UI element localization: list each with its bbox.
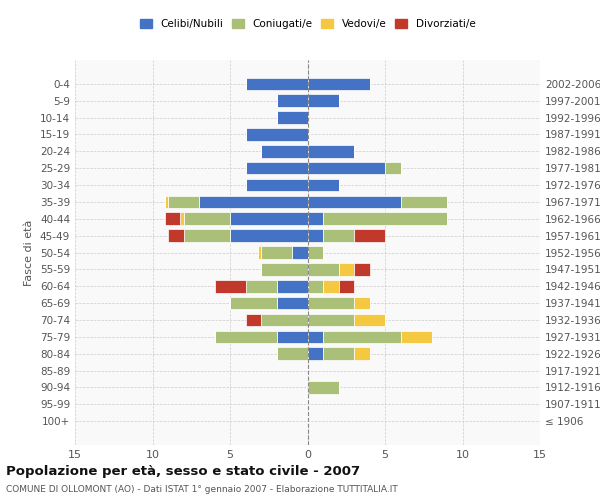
Bar [184,212,230,225]
Bar [277,280,308,292]
Bar [308,178,338,192]
Bar [323,330,401,343]
Bar [245,78,308,90]
Bar [215,280,245,292]
Bar [354,314,385,326]
Bar [277,297,308,310]
Bar [215,330,277,343]
Bar [245,178,308,192]
Bar [308,230,323,242]
Bar [308,162,385,174]
Bar [165,196,168,208]
Bar [338,280,354,292]
Bar [308,212,323,225]
Y-axis label: Anni di nascita: Anni di nascita [597,211,600,294]
Legend: Celibi/Nubili, Coniugati/e, Vedovi/e, Divorziati/e: Celibi/Nubili, Coniugati/e, Vedovi/e, Di… [136,15,479,34]
Bar [230,297,277,310]
Bar [292,246,308,259]
Bar [308,145,354,158]
Bar [323,280,338,292]
Bar [277,94,308,107]
Bar [230,230,308,242]
Bar [168,196,199,208]
Bar [308,78,370,90]
Bar [354,297,370,310]
Bar [308,94,338,107]
Bar [385,162,401,174]
Bar [308,263,338,276]
Bar [245,280,277,292]
Bar [308,314,354,326]
Bar [168,230,184,242]
Bar [245,314,261,326]
Bar [181,212,184,225]
Bar [308,246,323,259]
Bar [261,246,292,259]
Bar [338,263,354,276]
Bar [261,314,308,326]
Bar [354,348,370,360]
Bar [199,196,308,208]
Bar [230,212,308,225]
Bar [165,212,181,225]
Bar [277,348,308,360]
Y-axis label: Fasce di età: Fasce di età [25,220,34,286]
Bar [308,280,323,292]
Bar [354,230,385,242]
Bar [245,162,308,174]
Bar [308,297,354,310]
Bar [401,196,447,208]
Text: COMUNE DI OLLOMONT (AO) - Dati ISTAT 1° gennaio 2007 - Elaborazione TUTTITALIA.I: COMUNE DI OLLOMONT (AO) - Dati ISTAT 1° … [6,485,398,494]
Bar [401,330,431,343]
Bar [308,348,323,360]
Bar [308,196,401,208]
Bar [323,348,354,360]
Bar [261,145,308,158]
Bar [323,212,447,225]
Bar [261,263,308,276]
Bar [323,230,354,242]
Bar [184,230,230,242]
Bar [308,330,323,343]
Bar [354,263,370,276]
Bar [277,111,308,124]
Bar [245,128,308,141]
Bar [308,381,338,394]
Bar [258,246,261,259]
Text: Popolazione per età, sesso e stato civile - 2007: Popolazione per età, sesso e stato civil… [6,465,360,478]
Bar [277,330,308,343]
